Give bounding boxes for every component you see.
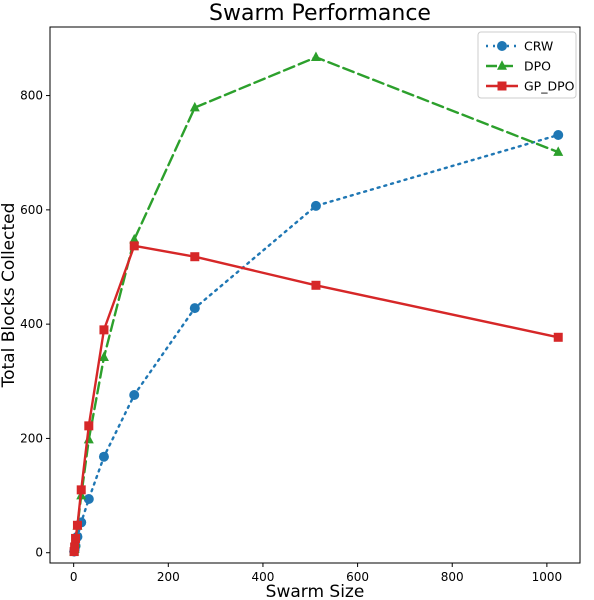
plot-frame <box>49 26 581 564</box>
series-line <box>72 56 560 553</box>
y-tick-label: 800 <box>20 89 43 103</box>
legend-label: GP_DPO <box>524 79 575 94</box>
data-point <box>553 332 563 342</box>
data-point <box>98 451 109 462</box>
data-point <box>76 485 86 495</box>
data-point <box>497 41 507 51</box>
data-point <box>497 81 507 91</box>
y-tick-label: 400 <box>20 317 43 331</box>
data-point <box>98 351 109 362</box>
data-point <box>99 325 109 335</box>
data-point <box>84 421 94 431</box>
legend-item: GP_DPO <box>486 79 575 94</box>
y-tick-label: 600 <box>20 203 43 217</box>
series-dpo <box>69 51 564 556</box>
series-gp_dpo <box>69 241 563 557</box>
data-point <box>72 520 82 530</box>
series-line <box>72 133 560 553</box>
data-point <box>189 303 200 314</box>
series-layer <box>69 51 564 557</box>
legend: CRW DPO GP_DPO <box>477 31 577 99</box>
x-axis: 0 200 400 600 800 1000 <box>70 563 562 584</box>
data-point <box>190 252 200 262</box>
y-tick-label: 0 <box>35 546 43 560</box>
x-tick-label: 200 <box>157 570 180 584</box>
legend-item: CRW <box>486 39 553 54</box>
data-point <box>70 542 80 552</box>
data-point <box>310 51 321 62</box>
legend-item: DPO <box>486 59 551 74</box>
data-point <box>129 390 140 400</box>
data-point <box>69 547 79 557</box>
legend-label: CRW <box>524 39 553 54</box>
data-point <box>71 533 81 543</box>
data-point <box>497 60 507 70</box>
x-tick-label: 600 <box>346 570 369 584</box>
x-tick-label: 400 <box>251 570 274 584</box>
x-axis-label: Swarm Size <box>266 582 365 600</box>
x-tick-label: 1000 <box>532 570 563 584</box>
series-crw <box>69 130 564 557</box>
data-point <box>83 494 94 504</box>
data-point <box>129 233 140 244</box>
x-tick-label: 0 <box>70 570 78 584</box>
series-line <box>72 244 560 553</box>
data-point <box>553 130 564 140</box>
data-point <box>129 241 139 251</box>
y-axis-label: Total Blocks Collected <box>0 203 19 389</box>
data-point <box>310 200 321 211</box>
data-point <box>553 146 564 156</box>
x-tick-label: 800 <box>441 570 464 584</box>
y-tick-label: 200 <box>20 431 43 445</box>
data-point <box>189 101 200 112</box>
legend-label: DPO <box>524 59 551 74</box>
data-point <box>311 280 321 290</box>
y-axis: 0 200 400 600 800 <box>20 89 50 560</box>
chart-title: Swarm Performance <box>209 1 431 26</box>
